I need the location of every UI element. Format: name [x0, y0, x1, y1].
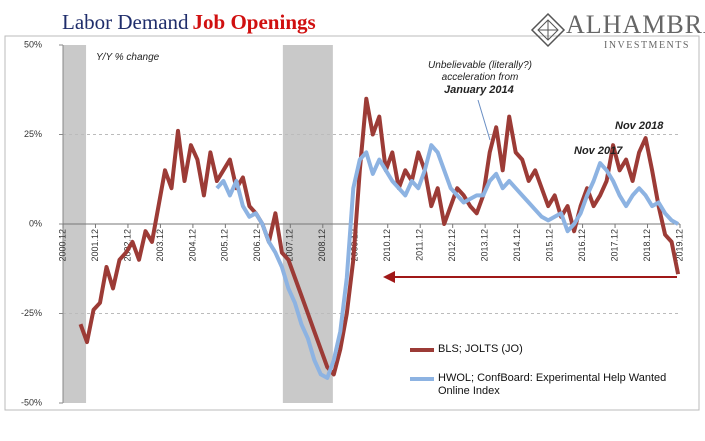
x-tick-label: 2007.12: [285, 229, 295, 262]
x-tick-label: 2018.12: [642, 229, 652, 262]
x-tick-label: 2016.12: [577, 229, 587, 262]
title: Labor Demand Job Openings: [62, 10, 316, 35]
x-tick-label: 2005.12: [220, 229, 230, 262]
x-tick-label: 2015.12: [544, 229, 554, 262]
annotation: January 2014: [444, 84, 514, 96]
x-tick-label: 2006.12: [252, 229, 262, 262]
x-tick-label: 2013.12: [480, 229, 490, 262]
x-tick-label: 2012.12: [447, 229, 457, 262]
series-line: [215, 143, 680, 380]
y-tick-label: 25%: [24, 129, 42, 139]
x-tick-label: 2011.12: [415, 229, 425, 261]
annotation: Nov 2018: [615, 120, 664, 132]
x-tick-label: 2019.12: [674, 229, 684, 262]
legend-swatch: [410, 377, 434, 381]
frame: [4, 35, 700, 411]
series-line: [78, 96, 681, 377]
legend-label: BLS; JOLTS (JO): [438, 343, 523, 355]
y-tick-label: -50%: [21, 397, 42, 407]
annotation: Unbelievable (literally?) acceleration f…: [428, 60, 532, 83]
x-tick-label: 2008.12: [317, 229, 327, 262]
y-tick-label: 50%: [24, 39, 42, 49]
annotation-pointer: [477, 99, 491, 141]
arrow-head: [383, 271, 395, 283]
x-tick-label: 2000.12: [57, 229, 67, 262]
annotation: Nov 2017: [574, 145, 623, 157]
subtitle: Y/Y % change: [96, 52, 160, 63]
x-tick-label: 2014.12: [512, 229, 522, 262]
y-tick-label: -25%: [21, 308, 42, 318]
x-tick-label: 2010.12: [382, 229, 392, 262]
x-tick-label: 2017.12: [609, 229, 619, 262]
x-tick-label: 2003.12: [155, 229, 165, 262]
logo-icon: [530, 12, 566, 48]
brand-sub: INVESTMENTS: [604, 40, 690, 51]
x-tick-label: 2004.12: [187, 229, 197, 262]
legend-swatch: [410, 348, 434, 352]
title-highlight: Job Openings: [192, 10, 316, 34]
legend-label: HWOL; ConfBoard: Experimental Help Wante…: [438, 372, 667, 397]
x-tick-label: 2001.12: [90, 229, 100, 262]
y-tick-label: 0%: [29, 218, 42, 228]
brand: ALHAMBRA: [566, 10, 705, 39]
x-tick-label: 2002.12: [122, 229, 132, 262]
title-part: Labor Demand: [62, 10, 189, 34]
